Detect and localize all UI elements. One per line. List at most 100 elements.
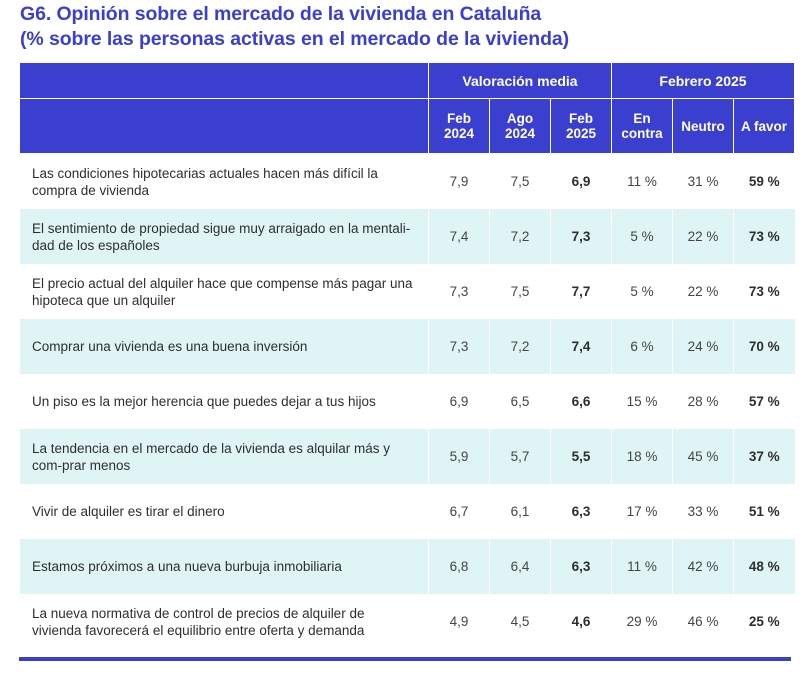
row-label: Un piso es la mejor herencia que puedes …	[19, 374, 429, 429]
cell-en-contra: 15 %	[611, 374, 673, 429]
table-row: El sentimiento de propiedad sigue muy ar…	[19, 209, 795, 264]
header-group-valoracion: Valoración media	[427, 62, 613, 99]
cell-feb2024: 6,9	[428, 374, 490, 429]
title-line-2: (% sobre las personas activas en el merc…	[20, 28, 570, 50]
cell-neutro: 31 %	[672, 153, 734, 209]
cell-feb2025: 7,4	[549, 319, 612, 374]
cell-ago2024: 7,5	[489, 264, 551, 319]
row-label: Comprar una vivienda es una buena invers…	[19, 319, 429, 374]
cell-feb2025: 4,6	[549, 594, 612, 649]
cell-feb2025: 5,5	[549, 429, 612, 484]
table-row: Estamos próximos a una nueva burbuja inm…	[19, 539, 795, 594]
row-label: Estamos próximos a una nueva burbuja inm…	[19, 539, 429, 594]
row-label: La tendencia en el mercado de la viviend…	[19, 429, 429, 484]
cell-ago2024: 6,4	[489, 539, 551, 594]
row-label: El precio actual del alquiler hace que c…	[19, 264, 429, 319]
header-text: A favor	[741, 118, 788, 134]
header-text: 2024	[443, 126, 475, 141]
header-text: Feb	[446, 111, 471, 126]
cell-neutro: 42 %	[672, 539, 734, 594]
header-col-feb-2025: Feb 2025	[549, 98, 613, 154]
cell-feb2024: 5,9	[428, 429, 490, 484]
header-blank	[19, 62, 429, 99]
cell-en-contra: 29 %	[611, 594, 673, 649]
cell-neutro: 45 %	[672, 429, 734, 484]
cell-a-favor: 57 %	[733, 374, 795, 429]
header-text: 2025	[565, 126, 597, 141]
cell-a-favor: 51 %	[733, 484, 795, 539]
header-col-a-favor: A favor	[733, 98, 796, 154]
cell-feb2025: 6,9	[549, 153, 612, 209]
header-col-ago-2024: Ago 2024	[489, 98, 551, 154]
page-title: G6. Opinión sobre el mercado de la vivie…	[20, 2, 569, 52]
table-row: La nueva normativa de control de precios…	[19, 594, 795, 649]
header-col-neutro: Neutro	[672, 98, 735, 154]
cell-feb2024: 7,4	[428, 209, 490, 264]
cell-neutro: 24 %	[672, 319, 734, 374]
cell-en-contra: 18 %	[611, 429, 673, 484]
cell-en-contra: 17 %	[611, 484, 673, 539]
cell-ago2024: 4,5	[489, 594, 551, 649]
cell-neutro: 28 %	[672, 374, 734, 429]
table-body: Las condiciones hipotecarias actuales ha…	[19, 153, 795, 649]
cell-feb2024: 4,9	[428, 594, 490, 649]
cell-neutro: 46 %	[672, 594, 734, 649]
cell-neutro: 22 %	[672, 264, 734, 319]
row-label: La nueva normativa de control de precios…	[19, 594, 429, 649]
cell-en-contra: 11 %	[611, 153, 673, 209]
cell-a-favor: 37 %	[733, 429, 795, 484]
header-text: contra	[621, 126, 663, 141]
cell-feb2024: 6,7	[428, 484, 490, 539]
title-line-1: G6. Opinión sobre el mercado de la vivie…	[20, 3, 542, 25]
cell-a-favor: 73 %	[733, 264, 795, 319]
cell-en-contra: 6 %	[611, 319, 673, 374]
table-row: Comprar una vivienda es una buena invers…	[19, 319, 795, 374]
cell-ago2024: 6,1	[489, 484, 551, 539]
cell-feb2025: 6,3	[549, 539, 612, 594]
cell-feb2025: 6,3	[549, 484, 612, 539]
header-text: En	[633, 111, 651, 126]
header-text: Ago	[506, 111, 534, 126]
opinion-table: Valoración media Febrero 2025 Feb 2024 Ago…	[19, 62, 796, 649]
header-group-febrero: Febrero 2025	[611, 62, 796, 99]
header-blank-2	[19, 98, 429, 154]
cell-feb2024: 7,3	[428, 319, 490, 374]
table-row: Un piso es la mejor herencia que puedes …	[19, 374, 795, 429]
table-bottom-rule	[19, 657, 791, 661]
cell-en-contra: 5 %	[611, 264, 673, 319]
cell-feb2024: 7,9	[428, 153, 490, 209]
header-text: Feb	[569, 111, 594, 126]
row-label: Vivir de alquiler es tirar el dinero	[19, 484, 429, 539]
cell-feb2024: 7,3	[428, 264, 490, 319]
cell-ago2024: 7,2	[489, 319, 551, 374]
row-label: El sentimiento de propiedad sigue muy ar…	[19, 209, 429, 264]
header-text: Neutro	[681, 118, 725, 134]
header-col-en-contra: En contra	[611, 98, 674, 154]
cell-neutro: 33 %	[672, 484, 734, 539]
cell-ago2024: 6,5	[489, 374, 551, 429]
cell-ago2024: 5,7	[489, 429, 551, 484]
cell-ago2024: 7,2	[489, 209, 551, 264]
table-row: La tendencia en el mercado de la viviend…	[19, 429, 795, 484]
cell-feb2024: 6,8	[428, 539, 490, 594]
header-row-groups: Valoración media Febrero 2025	[19, 62, 796, 99]
row-label: Las condiciones hipotecarias actuales ha…	[19, 153, 429, 209]
header-col-feb-2024: Feb 2024	[428, 98, 490, 154]
header-row-columns: Feb 2024 Ago 2024 Feb 2025 En contra Neutro A fav…	[19, 98, 796, 154]
header-text: 2024	[504, 126, 536, 141]
cell-a-favor: 73 %	[733, 209, 795, 264]
cell-a-favor: 70 %	[733, 319, 795, 374]
cell-a-favor: 48 %	[733, 539, 795, 594]
cell-neutro: 22 %	[672, 209, 734, 264]
table-row: Vivir de alquiler es tirar el dinero 6,7 6…	[19, 484, 795, 539]
cell-en-contra: 5 %	[611, 209, 673, 264]
cell-en-contra: 11 %	[611, 539, 673, 594]
cell-ago2024: 7,5	[489, 153, 551, 209]
cell-a-favor: 25 %	[733, 594, 795, 649]
cell-feb2025: 7,3	[549, 209, 612, 264]
table-row: Las condiciones hipotecarias actuales ha…	[19, 153, 795, 209]
table-row: El precio actual del alquiler hace que c…	[19, 264, 795, 319]
cell-feb2025: 6,6	[549, 374, 612, 429]
cell-a-favor: 59 %	[733, 153, 795, 209]
